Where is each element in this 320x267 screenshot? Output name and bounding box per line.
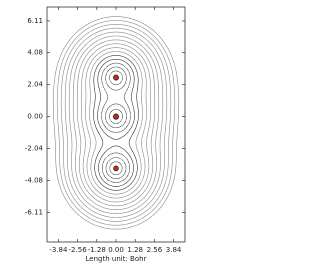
x-axis-label: Length unit: Bohr [86, 255, 147, 263]
chart: Length unit: Bohr -3.84 -2.56 -1.28 0.00 1.2… [25, 6, 186, 263]
contour-line [60, 24, 172, 222]
y-tick-label: 0.00 [27, 113, 43, 121]
x-tick-label: 0.00 [108, 246, 124, 254]
contour-line [89, 51, 143, 195]
contour-line [101, 62, 131, 183]
y-tick-label: 6.11 [27, 17, 43, 25]
y-tick-label: -4.08 [25, 177, 43, 185]
contour-line [97, 59, 135, 187]
atom [113, 165, 119, 172]
y-tick-label: -6.11 [25, 208, 43, 216]
contour-line [68, 31, 164, 214]
x-tick-label: 1.28 [127, 246, 143, 254]
contour-line [112, 74, 120, 172]
contour-line [64, 27, 168, 218]
x-tick-label: -2.56 [69, 246, 88, 254]
contour-line [93, 55, 139, 191]
contour-line [85, 47, 147, 199]
y-tick-label: -2.04 [25, 145, 44, 153]
x-tick-label: -3.84 [49, 246, 68, 254]
atom [113, 74, 119, 81]
x-tick-label: -1.28 [88, 246, 106, 254]
y-tick-label: 4.08 [27, 49, 43, 57]
contour-line [109, 70, 123, 176]
y-tick-label: 2.04 [27, 81, 43, 89]
atom [113, 113, 119, 120]
contour-line [56, 20, 176, 226]
contour-line [53, 16, 179, 230]
contour-line [77, 39, 155, 207]
x-tick-label: 2.56 [147, 246, 163, 254]
contour-line [105, 66, 127, 179]
contour-line [72, 35, 160, 210]
x-tick-label: 3.84 [166, 246, 182, 254]
contour-line [81, 43, 151, 203]
